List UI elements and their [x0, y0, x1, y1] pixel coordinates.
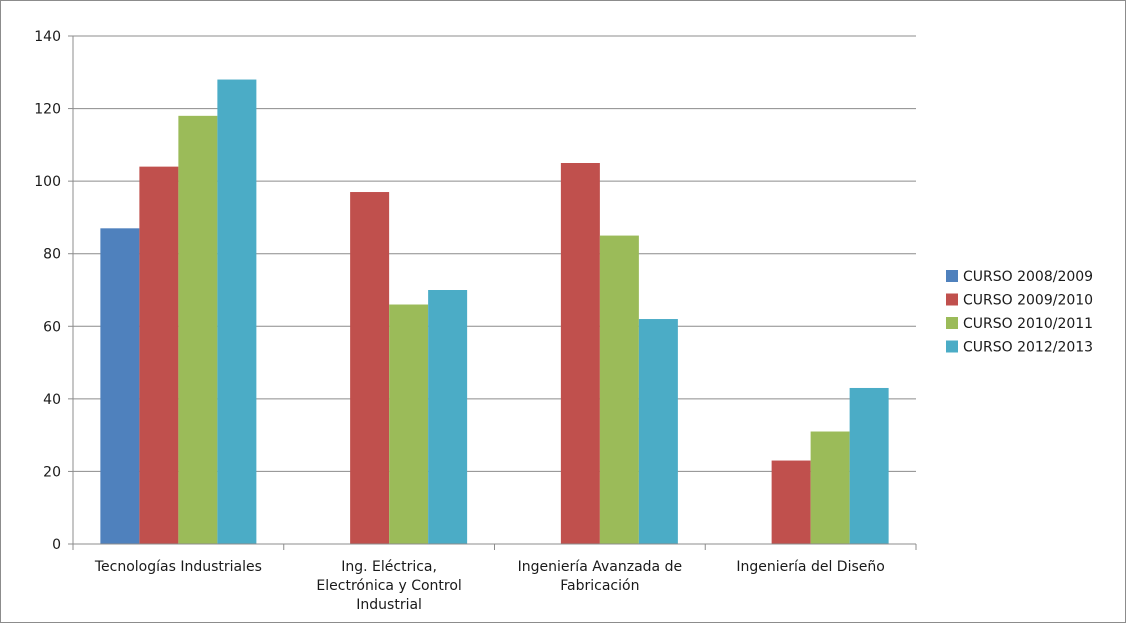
x-category-label-line: Ing. Eléctrica, — [341, 559, 437, 575]
x-axis-categories: Tecnologías Industriales Ing. Eléctrica, E… — [94, 559, 885, 613]
legend-swatch — [946, 270, 958, 282]
legend-label: CURSO 2012/2013 — [963, 340, 1093, 356]
x-category-label-line: Ingeniería del Diseño — [736, 559, 884, 575]
legend-label: CURSO 2008/2009 — [963, 269, 1093, 285]
bar — [139, 167, 178, 544]
x-category-label-line: Industrial — [356, 597, 422, 613]
y-tick-label: 80 — [43, 247, 61, 263]
bar — [850, 388, 889, 544]
x-category-label: Ing. Eléctrica, Electrónica y Control Indu… — [316, 559, 461, 613]
y-tick-label: 0 — [52, 537, 61, 553]
legend-swatch — [946, 341, 958, 353]
y-tick-label: 40 — [43, 392, 61, 408]
legend-swatch — [946, 294, 958, 306]
bar — [389, 305, 428, 544]
legend: CURSO 2008/2009 CURSO 2009/2010 CURSO 2010… — [946, 269, 1093, 356]
bar — [600, 236, 639, 544]
y-tick-label: 140 — [34, 29, 61, 45]
legend-label: CURSO 2009/2010 — [963, 293, 1093, 309]
bar — [811, 432, 850, 544]
legend-swatch — [946, 317, 958, 329]
bar — [100, 228, 139, 544]
bar — [217, 80, 256, 544]
bar — [178, 116, 217, 544]
y-tick-label: 120 — [34, 102, 61, 118]
y-tick-label: 20 — [43, 464, 61, 480]
x-category-label-line: Tecnologías Industriales — [94, 559, 262, 575]
x-category-label: Ingeniería Avanzada de Fabricación — [518, 559, 682, 594]
bar — [561, 163, 600, 544]
bar — [350, 192, 389, 544]
x-category-label-line: Electrónica y Control — [316, 578, 461, 594]
bars — [100, 80, 888, 544]
bar — [772, 461, 811, 544]
y-tick-label: 60 — [43, 319, 61, 335]
x-category-label: Ingeniería del Diseño — [736, 559, 884, 575]
bar — [428, 290, 467, 544]
legend-label: CURSO 2010/2011 — [963, 316, 1093, 332]
y-axis-ticks: 0 20 40 60 80 100 120 140 — [34, 29, 73, 553]
bar — [639, 319, 678, 544]
x-category-label-line: Ingeniería Avanzada de — [518, 559, 682, 575]
x-category-label-line: Fabricación — [560, 578, 639, 594]
y-tick-label: 100 — [34, 174, 61, 190]
x-category-label: Tecnologías Industriales — [94, 559, 262, 575]
